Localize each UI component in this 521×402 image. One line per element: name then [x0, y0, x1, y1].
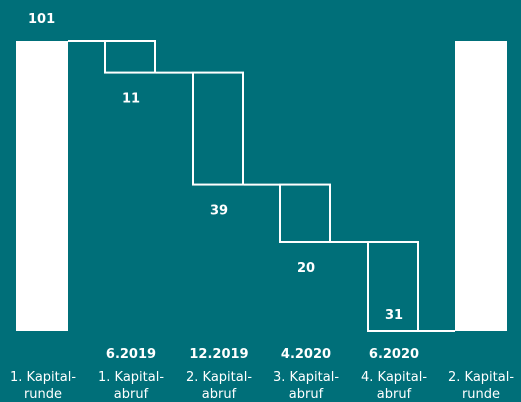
category-date-label: 4.2020	[281, 347, 331, 362]
category-date-label: 6.2019	[106, 347, 156, 362]
category-label: runde	[462, 387, 500, 402]
bar-value-label: 101	[28, 12, 55, 27]
bar-value-label: 20	[297, 261, 315, 276]
category-label: abruf	[289, 387, 324, 402]
bar-decrease-2	[192, 71, 244, 186]
bar-decrease-4	[367, 240, 419, 332]
category-label: 2. Kapital-	[448, 370, 514, 385]
category-label: abruf	[114, 387, 149, 402]
category-label: 1. Kapital-	[98, 370, 164, 385]
bar-value-label: 31	[385, 308, 403, 323]
bar-decrease-3	[279, 183, 331, 243]
category-label: 3. Kapital-	[273, 370, 339, 385]
bar-total-end	[455, 41, 507, 331]
bar-decrease-1	[104, 40, 156, 74]
bar-value-label: 11	[122, 92, 140, 107]
category-date-label: 12.2019	[189, 347, 248, 362]
category-date-label: 6.2020	[369, 347, 419, 362]
category-label: runde	[24, 387, 62, 402]
category-label: abruf	[377, 387, 412, 402]
category-label: 1. Kapital-	[10, 370, 76, 385]
category-label: abruf	[202, 387, 237, 402]
bar-total-start	[16, 41, 68, 331]
category-label: 2. Kapital-	[186, 370, 252, 385]
category-label: 4. Kapital-	[361, 370, 427, 385]
bar-value-label: 39	[210, 204, 228, 219]
